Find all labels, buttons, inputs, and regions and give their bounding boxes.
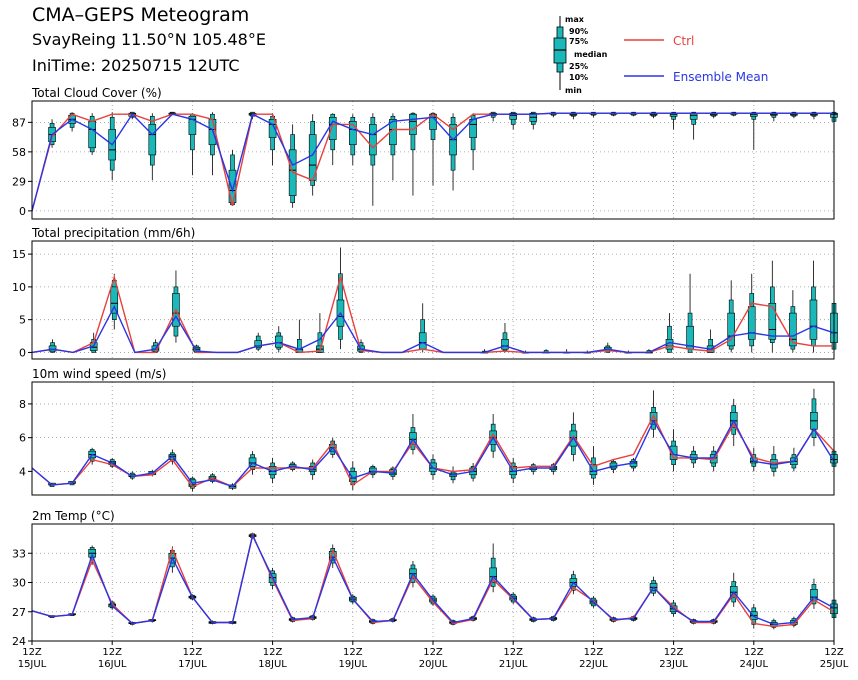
box-inner [489,567,497,583]
chart-title: CMA–GEPS Meteogram [32,4,250,26]
x-date-label: 25JUL [820,659,849,670]
legend-box-label: 90% [569,27,588,36]
panel-title: Total Cloud Cover (%) [31,86,162,100]
box-inner [409,113,417,135]
x-date-label: 17JUL [178,659,207,670]
legend-box-label: min [565,86,582,95]
x-date-label: 19JUL [339,659,368,670]
box-inner [268,119,277,138]
box-inner [509,112,518,120]
x-hour-label: 12Z [183,647,203,658]
box-inner [418,332,427,350]
init-time: IniTime: 20250715 12UTC [32,56,240,75]
box-inner [348,121,357,146]
y-tick-label: 0 [19,346,26,359]
box-inner [501,339,509,350]
box-inner [649,412,658,425]
panel-title: 2m Temp (°C) [32,509,115,523]
mean-series-line [31,419,835,488]
x-hour-label: 12Z [343,647,363,658]
x-hour-label: 12Z [102,647,122,658]
box-inner [274,335,283,348]
y-tick-label: 15 [12,248,26,261]
legend-box-label: median [574,50,608,59]
box-inner [589,464,598,476]
box-inner [248,457,257,467]
y-tick-label: 29 [12,175,26,188]
panel-frame [31,240,835,360]
x-hour-label: 12Z [263,647,283,658]
panel-title: 10m wind speed (m/s) [32,367,166,381]
x-date-label: 22JUL [579,659,608,670]
legend-ctrl-label: Ctrl [673,34,694,48]
box-inner [148,124,157,156]
panel-title: Total precipitation (mm/6h) [31,226,195,240]
x-date-label: 24JUL [740,659,769,670]
x-hour-label: 12Z [423,647,443,658]
station-location: SvayReing 11.50°N 105.48°E [32,30,266,49]
box-inner [254,340,263,348]
y-tick-label: 4 [19,465,26,478]
panel-frame [31,381,835,496]
ctrl-series-line [31,532,835,628]
box-inner [689,112,698,120]
x-hour-label: 12Z [744,647,764,658]
legend-box-label: max [565,15,585,24]
y-tick-label: 27 [12,606,26,619]
y-tick-label: 6 [19,432,26,445]
x-date-label: 18JUL [258,659,287,670]
mean-series-line [31,304,835,354]
y-tick-label: 58 [12,146,26,159]
box-inner [789,312,797,347]
box-inner [369,124,377,156]
y-tick-label: 10 [12,281,26,294]
y-tick-label: 0 [19,205,26,218]
box-inner [88,121,96,149]
x-date-label: 16JUL [98,659,127,670]
y-tick-label: 30 [12,577,26,590]
legend-box-label: 25% [569,62,588,71]
box-inner [747,306,756,340]
y-tick-label: 8 [19,398,26,411]
box-inner [110,286,119,314]
x-date-label: 21JUL [499,659,528,670]
legend-mean-label: Ensemble Mean [673,70,768,84]
y-tick-label: 24 [12,635,26,648]
box-inner [768,302,777,340]
x-date-label: 15JUL [18,659,47,670]
x-hour-label: 12Z [584,647,604,658]
mean-series-line [31,112,834,212]
mean-series-line [31,533,835,626]
x-hour-label: 12Z [664,647,684,658]
y-tick-label: 33 [12,547,26,560]
y-tick-label: 5 [19,314,26,327]
y-tick-label: 87 [12,116,26,129]
box-inner [727,312,735,347]
x-hour-label: 12Z [22,647,42,658]
panel-frame [31,100,835,220]
x-hour-label: 12Z [824,647,844,658]
ctrl-series-line [31,274,834,354]
box-inner [369,467,377,474]
x-hour-label: 12Z [503,647,523,658]
box-inner [669,445,678,460]
legend-box-label: 75% [569,37,588,46]
box-inner [809,299,818,340]
box-inner [188,115,197,135]
x-date-label: 20JUL [419,659,448,670]
x-date-label: 23JUL [659,659,688,670]
legend-box-label: 10% [569,73,588,82]
